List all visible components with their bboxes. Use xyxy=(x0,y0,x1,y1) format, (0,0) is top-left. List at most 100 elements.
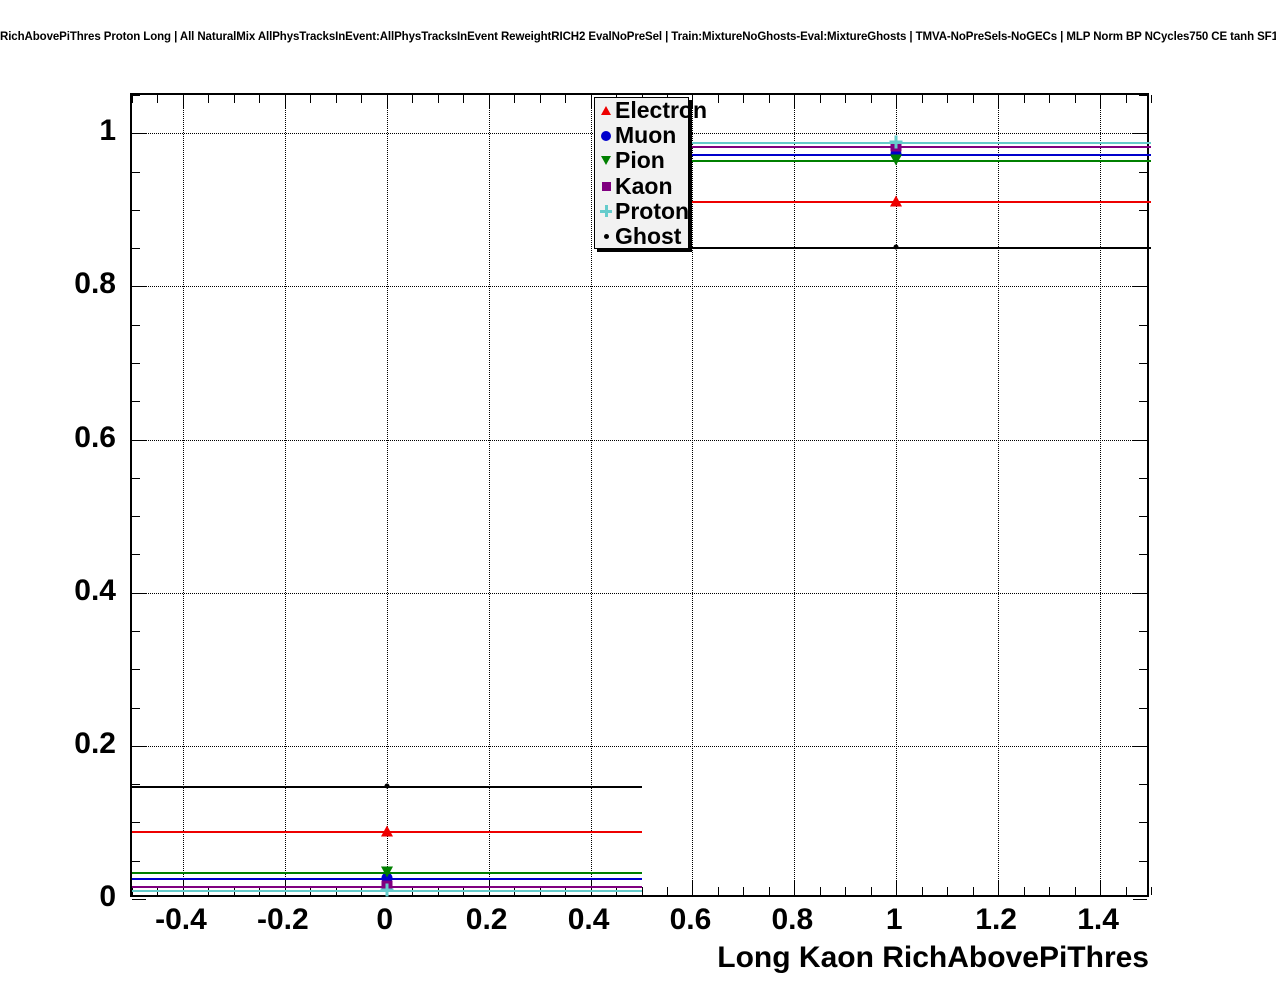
data-segment-proton xyxy=(132,889,642,892)
axis-tick xyxy=(921,95,923,103)
gridline-vertical xyxy=(284,95,286,895)
legend-item-muon[interactable]: Muon xyxy=(595,123,688,148)
axis-tick xyxy=(794,881,796,895)
dot-icon xyxy=(598,229,614,245)
legend-item-proton[interactable]: Proton xyxy=(595,197,690,224)
y-tick-label: 0 xyxy=(99,880,116,913)
data-segment-muon xyxy=(641,153,1151,156)
axis-tick xyxy=(1049,95,1051,103)
x-axis-title: Long Kaon RichAbovePiThres xyxy=(717,941,1149,974)
axis-tick xyxy=(1139,631,1147,632)
axis-tick xyxy=(1133,286,1147,288)
legend-item-pion[interactable]: Pion xyxy=(595,148,688,173)
axis-tick xyxy=(1074,95,1076,103)
axis-tick xyxy=(1139,784,1147,786)
axis-tick xyxy=(132,171,140,173)
axis-tick xyxy=(412,95,414,103)
y-tick-label: 0.4 xyxy=(74,573,116,607)
axis-tick xyxy=(666,887,668,895)
axis-tick xyxy=(132,209,140,211)
legend-item-electron[interactable]: Electron xyxy=(595,98,707,123)
axis-tick xyxy=(947,887,949,895)
data-segment-pion xyxy=(641,160,1151,163)
axis-tick xyxy=(896,95,898,109)
axis-tick xyxy=(590,95,592,109)
axis-tick xyxy=(1139,477,1147,479)
axis-tick xyxy=(1151,95,1152,103)
x-tick-label: 1 xyxy=(885,903,903,936)
axis-tick xyxy=(717,887,719,895)
axis-tick xyxy=(1125,887,1127,895)
axis-tick xyxy=(1139,516,1147,518)
axis-tick xyxy=(284,881,286,895)
axis-tick xyxy=(998,95,1000,109)
axis-tick xyxy=(208,95,210,103)
plus-icon xyxy=(598,203,614,219)
data-segment-pion xyxy=(132,872,642,875)
axis-tick xyxy=(233,95,235,103)
axis-tick xyxy=(896,881,898,895)
axis-tick xyxy=(743,887,745,895)
axis-tick xyxy=(132,401,140,403)
axis-tick xyxy=(870,95,872,103)
axis-tick xyxy=(1139,363,1147,364)
axis-tick xyxy=(870,887,872,895)
axis-tick xyxy=(1151,887,1152,895)
axis-tick xyxy=(1139,324,1147,326)
gridline-vertical xyxy=(1100,95,1102,895)
axis-tick xyxy=(182,95,184,109)
axis-tick xyxy=(132,707,140,709)
axis-tick xyxy=(132,95,133,103)
axis-tick xyxy=(132,133,146,135)
gridline-vertical xyxy=(182,95,184,895)
legend[interactable]: Electron Muon Pion Kaon Proton Ghost xyxy=(594,97,707,249)
axis-tick xyxy=(259,95,261,103)
axis-tick xyxy=(132,477,140,479)
x-tick-label: -0.2 xyxy=(256,903,309,936)
x-tick-label: 0.2 xyxy=(465,903,508,936)
axis-tick xyxy=(1139,248,1147,250)
axis-tick xyxy=(794,95,796,109)
axis-tick xyxy=(132,592,146,594)
axis-tick xyxy=(1133,899,1147,900)
gridline-vertical xyxy=(488,95,490,895)
data-segment-ghost xyxy=(132,785,642,788)
gridline-horizontal xyxy=(132,286,1147,288)
data-segment-kaon xyxy=(132,885,642,888)
axis-tick xyxy=(539,95,541,103)
axis-tick xyxy=(717,95,719,103)
data-segment-electron xyxy=(132,830,642,833)
axis-tick xyxy=(1139,554,1147,556)
axis-tick xyxy=(132,784,140,786)
square-icon xyxy=(598,178,614,194)
axis-tick xyxy=(1139,95,1147,96)
axis-tick xyxy=(972,95,974,103)
x-tick-label: 1.4 xyxy=(1077,903,1119,936)
axis-tick xyxy=(1139,707,1147,709)
axis-tick xyxy=(132,439,146,441)
legend-item-kaon[interactable]: Kaon xyxy=(595,174,688,199)
axis-tick xyxy=(1133,439,1147,441)
axis-tick xyxy=(819,95,821,103)
gridline-vertical xyxy=(386,95,388,895)
legend-item-ghost[interactable]: Ghost xyxy=(595,224,688,249)
axis-tick xyxy=(132,554,140,556)
axis-tick xyxy=(488,881,490,895)
axis-tick xyxy=(819,887,821,895)
y-tick-label: 0.8 xyxy=(74,267,116,301)
axis-tick xyxy=(692,95,694,109)
x-tick-label: 0.8 xyxy=(771,903,814,936)
legend-item-label: Pion xyxy=(615,147,665,174)
axis-tick xyxy=(972,887,974,895)
gridline-vertical xyxy=(590,95,592,895)
axis-tick xyxy=(1139,401,1147,403)
axis-tick xyxy=(463,95,465,103)
axis-tick xyxy=(998,881,1000,895)
x-tick-label: 0.4 xyxy=(567,903,610,936)
axis-tick xyxy=(132,516,140,518)
legend-item-label: Proton xyxy=(615,197,690,224)
axis-tick xyxy=(132,95,140,96)
axis-tick xyxy=(1049,887,1051,895)
axis-tick xyxy=(310,95,312,103)
legend-item-label: Muon xyxy=(615,122,677,149)
